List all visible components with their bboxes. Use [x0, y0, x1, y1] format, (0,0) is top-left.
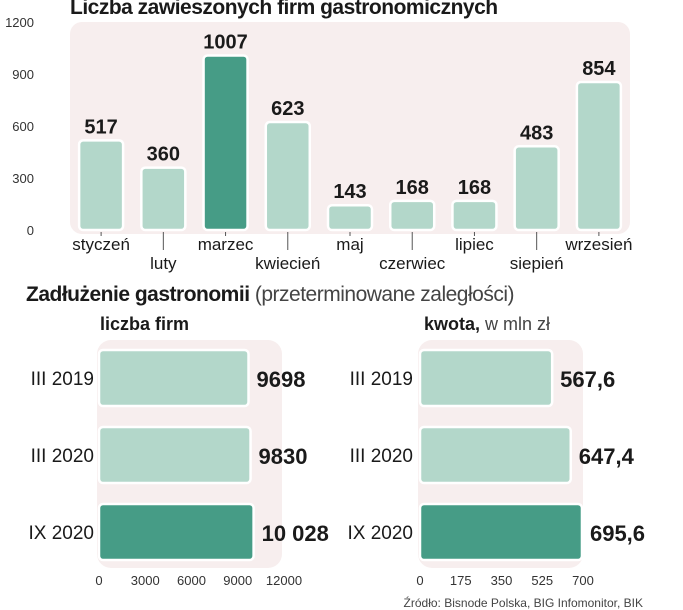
x-tick-label: 525 [531, 573, 553, 588]
chart-kwota: III 2019 567,6 III 2020 647,4 IX 2020 695,6 0 1… [348, 340, 645, 588]
value-label: 360 [147, 144, 180, 166]
title-kwota-main: kwota, [424, 314, 481, 334]
bar-lipiec [451, 199, 498, 232]
source-note: Źródło: Bisnode Polska, BIG Infomonitor,… [403, 596, 643, 610]
bar-III-2020 [418, 425, 573, 485]
bar-wrzesień [575, 80, 623, 232]
value-label: 483 [520, 122, 553, 144]
x-tick-label: 175 [450, 573, 472, 588]
x-tick-label: czerwiec [379, 254, 446, 273]
chart-liczba-firm: III 2019 9698 III 2020 9830 IX 2020 10 028 0 30… [29, 340, 329, 588]
value-label: 854 [582, 58, 616, 80]
y-tick-label: 300 [12, 171, 34, 186]
x-tick-label: styczeń [72, 235, 130, 254]
value-label: 143 [333, 181, 366, 203]
x-tick-label: wrzesień [564, 235, 632, 254]
y-tick-label: 0 [27, 223, 34, 238]
title-kwota: kwota, w mln zł [424, 314, 550, 335]
value-label: 695,6 [590, 521, 645, 546]
x-tick-label: 3000 [131, 573, 160, 588]
x-tick-label: 12000 [266, 573, 302, 588]
x-tick-label: 0 [95, 573, 102, 588]
title-liczba-firm: liczba firm [100, 314, 190, 334]
title-zawieszone: Liczba zawieszonych firm gastronomicznyc… [70, 0, 498, 19]
bar-IX-2020 [418, 502, 584, 562]
y-tick-label: 1200 [5, 15, 34, 30]
value-label: 9830 [259, 444, 308, 469]
category-label: III 2019 [31, 369, 94, 390]
x-tick-label: kwiecień [255, 254, 320, 273]
bar-luty [140, 166, 187, 232]
value-label: 647,4 [579, 444, 635, 469]
value-label: 9698 [257, 367, 306, 392]
category-label: III 2019 [350, 369, 413, 390]
x-tick-label: 350 [491, 573, 513, 588]
x-tick-label: marzec [198, 235, 254, 254]
bar-maj [326, 203, 374, 232]
value-label: 517 [84, 116, 117, 138]
x-tick-label: lipiec [455, 235, 494, 254]
x-tick-label: 0 [416, 573, 423, 588]
value-label: 567,6 [560, 367, 615, 392]
bar-kwiecień [264, 120, 312, 232]
section-title-main: Zadłużenie gastronomii [26, 283, 250, 306]
bar-III-2019 [97, 348, 250, 408]
x-tick-label: siepień [510, 254, 564, 273]
x-tick-label: 700 [572, 573, 594, 588]
section-title-sub: (przeterminowane zaległości) [254, 283, 515, 306]
bar-styczeń [77, 139, 125, 232]
bar-IX-2020 [97, 502, 255, 562]
value-label: 168 [458, 177, 491, 199]
bar-czerwiec [388, 199, 436, 232]
value-label: 623 [271, 98, 304, 120]
y-tick-label: 600 [12, 119, 34, 134]
bar-siepień [513, 145, 560, 232]
value-label: 168 [396, 177, 429, 199]
bar-III-2020 [97, 425, 252, 485]
bar-marzec [202, 54, 249, 232]
value-label: 1007 [203, 31, 248, 53]
bar-III-2019 [418, 348, 554, 408]
category-label: IX 2020 [348, 523, 414, 544]
x-tick-label: 9000 [223, 573, 252, 588]
category-label: IX 2020 [29, 523, 95, 544]
x-tick-label: 6000 [177, 573, 206, 588]
y-tick-label: 900 [12, 67, 34, 82]
value-label: 10 028 [262, 521, 329, 546]
category-label: III 2020 [31, 446, 94, 467]
section-title: Zadłużenie gastronomii (przeterminowane … [26, 283, 515, 307]
x-tick-label: maj [336, 235, 363, 254]
category-label: III 2020 [350, 446, 413, 467]
x-tick-label: luty [150, 254, 177, 273]
chart-zawieszone-firmy: 0 300 600 900 1200 517 styczeń 360 luty 1007 marze… [5, 15, 632, 273]
title-kwota-unit: w mln zł [485, 314, 551, 334]
